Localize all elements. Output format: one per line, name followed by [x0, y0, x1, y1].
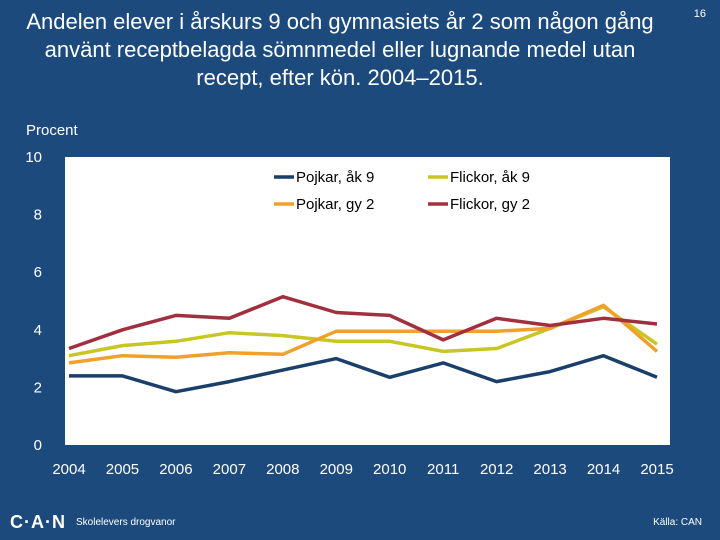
x-tick-label: 2014 — [587, 461, 620, 478]
legend-label: Flickor, åk 9 — [450, 169, 530, 186]
x-tick-label: 2013 — [533, 461, 566, 478]
y-tick-label: 0 — [34, 437, 42, 454]
x-tick-label: 2011 — [427, 461, 459, 478]
legend-label: Pojkar, gy 2 — [296, 196, 374, 213]
y-tick-label: 4 — [34, 322, 42, 339]
x-tick-label: 2004 — [52, 461, 85, 478]
x-tick-label: 2005 — [106, 461, 139, 478]
legend-label: Pojkar, åk 9 — [296, 169, 374, 186]
x-tick-label: 2015 — [640, 461, 673, 478]
y-tick-label: 8 — [34, 207, 42, 224]
x-tick-label: 2007 — [213, 461, 246, 478]
y-tick-label: 10 — [25, 149, 42, 166]
footer-source: Källa: CAN — [653, 517, 702, 528]
footer-subtitle: Skolelevers drogvanor — [76, 517, 176, 528]
y-tick-label: 6 — [34, 264, 42, 281]
chart-title: Andelen elever i årskurs 9 och gymnasiet… — [26, 9, 654, 90]
x-tick-label: 2010 — [373, 461, 406, 478]
x-tick-label: 2009 — [320, 461, 353, 478]
x-tick-label: 2012 — [480, 461, 513, 478]
can-logo: C·A·N — [10, 512, 66, 532]
series-line-4 — [68, 294, 658, 351]
legend-label: Flickor, gy 2 — [450, 196, 530, 213]
y-axis-label: Procent — [26, 122, 78, 139]
x-tick-label: 2006 — [159, 461, 192, 478]
plot-area — [65, 157, 670, 445]
y-tick-label: 2 — [34, 379, 42, 396]
x-tick-label: 2008 — [266, 461, 299, 478]
series-line-1 — [69, 353, 658, 394]
page-number: 16 — [693, 8, 706, 20]
